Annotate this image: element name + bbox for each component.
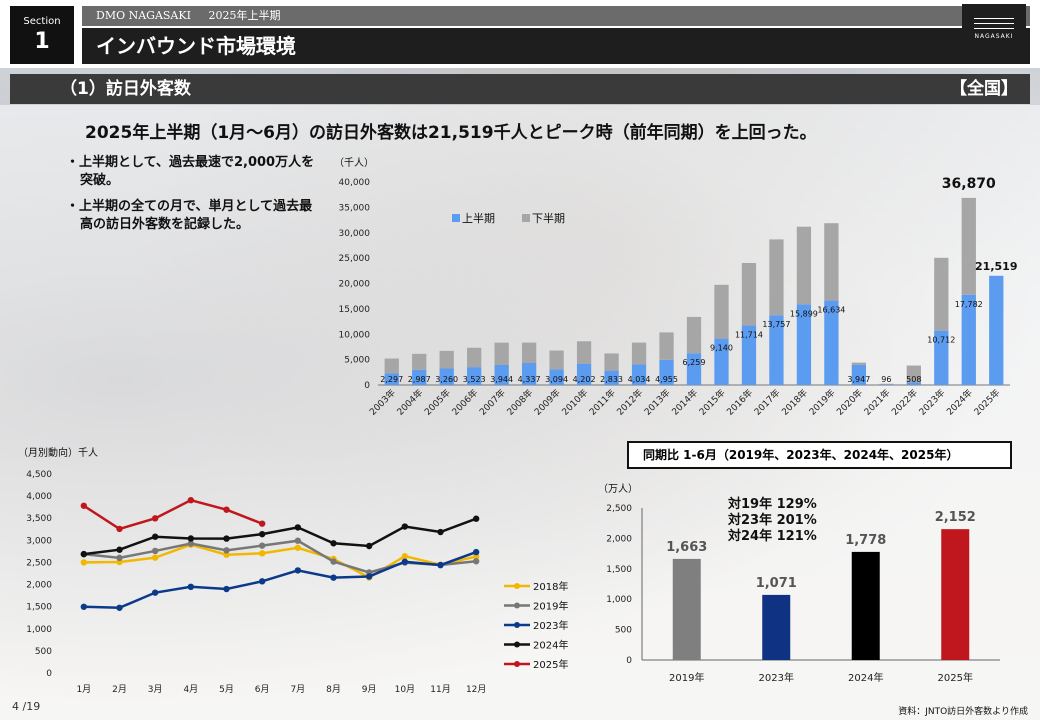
page-title: インバウンド市場環境 [82, 28, 1030, 64]
subheader-scope: 【全国】 [950, 79, 1018, 99]
section-number: 1 [34, 29, 50, 54]
bullet-list: ・上半期として、過去最速で2,000万人を突破。 ・上半期の全ての月で、単月とし… [66, 154, 316, 242]
section-label: Section [23, 16, 61, 27]
nagasaki-logo: NAGASAKI [962, 4, 1026, 62]
period-label: 2025年上半期 [208, 9, 281, 22]
bullet-item: ・上半期の全ての月で、単月として過去最高の訪日外客数を記録した。 [66, 199, 313, 232]
comparison-title-box: 同期比 1-6月（2019年、2023年、2024年、2025年） [627, 441, 1012, 469]
header-meta-bar: DMO NAGASAKI 2025年上半期 [82, 6, 1030, 26]
section-badge: Section 1 [10, 6, 74, 64]
bullet-item: ・上半期として、過去最速で2,000万人を突破。 [66, 155, 315, 188]
headline: 2025年上半期（1月～6月）の訪日外客数は21,519千人とピーク時（前年同期… [85, 123, 817, 143]
source-note: 資料：JNTO訪日外客数より作成 [898, 707, 1028, 717]
org-name: DMO NAGASAKI [96, 9, 191, 22]
logo-text: NAGASAKI [974, 33, 1014, 40]
page-number: 4 /19 [12, 700, 41, 713]
subheader-bar: （1）訪日外客数 【全国】 [10, 74, 1030, 104]
page-header: Section 1 DMO NAGASAKI 2025年上半期 インバウンド市場… [0, 0, 1040, 68]
subheader-title: （1）訪日外客数 [60, 79, 191, 99]
